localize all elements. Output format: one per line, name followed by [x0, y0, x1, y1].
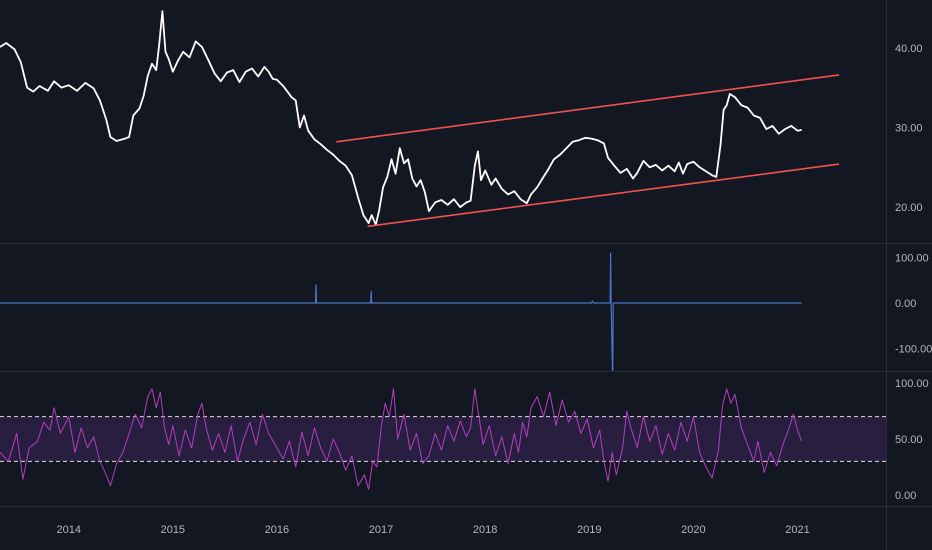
x-tick-label: 2017: [369, 524, 393, 536]
x-tick-label: 2020: [681, 524, 705, 536]
y-tick-label: 0.00: [895, 490, 916, 502]
y-tick-label: 100.00: [895, 378, 929, 390]
y-tick-label: 20.00: [895, 202, 923, 214]
x-tick-label: 2018: [473, 524, 497, 536]
y-tick-label: 0.00: [895, 298, 916, 310]
price-line: [0, 10, 802, 226]
channel-lower-line: [367, 163, 840, 228]
x-tick-label: 2016: [265, 524, 289, 536]
x-tick-label: 2019: [577, 524, 601, 536]
rsi-line: [0, 388, 803, 490]
momentum-line: [0, 252, 802, 371]
x-tick-label: 2015: [161, 524, 185, 536]
y-tick-label: -100.00: [895, 343, 932, 355]
rsi-band-fill: [0, 416, 886, 462]
y-tick-label: 50.00: [895, 434, 923, 446]
x-tick-label: 2021: [785, 524, 809, 536]
x-tick-label: 2014: [56, 524, 80, 536]
channel-upper-line: [336, 74, 840, 143]
y-tick-label: 100.00: [895, 253, 929, 265]
y-tick-label: 30.00: [895, 122, 923, 134]
y-tick-label: 40.00: [895, 43, 923, 55]
